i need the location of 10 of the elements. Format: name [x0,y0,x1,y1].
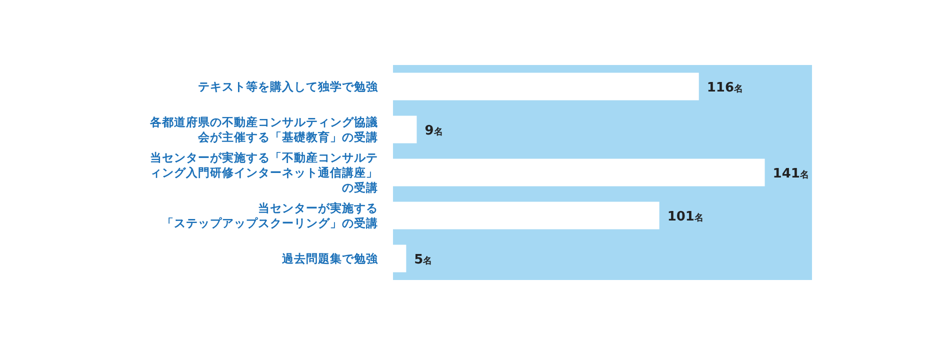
data-label: 141名 [772,166,809,182]
y-tick-label: 過去問題集で勉強 [281,252,379,266]
data-label: 116名 [706,80,744,96]
y-tick-label: テキスト等を購入して独学で勉強 [198,80,379,94]
data-label: 101名 [667,210,704,224]
y-tick-label: 当センターが実施する「ステップアップスクーリング」の受講 [162,201,378,230]
data-label: 5名 [414,252,432,268]
y-tick-label: 当センターが実施する「不動産コンサルティング入門研修インターネット通信講座」の受講 [150,150,378,194]
y-tick-label: 各都道府県の不動産コンサルティング協議会が主催する「基礎教育」の受講 [149,115,378,144]
data-label: 9名 [424,124,443,138]
